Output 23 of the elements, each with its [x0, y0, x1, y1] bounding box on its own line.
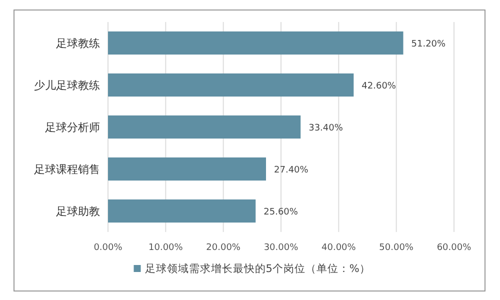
bar	[108, 157, 266, 181]
x-tick-label: 50.00%	[379, 243, 414, 253]
x-tick-label: 0.00%	[94, 243, 123, 253]
x-tick-label: 60.00%	[436, 243, 472, 253]
data-label: 51.20%	[411, 40, 446, 50]
bar	[108, 73, 354, 97]
x-tick-label: 20.00%	[206, 243, 241, 253]
y-tick-label: 少儿足球教练	[34, 79, 100, 92]
bar	[108, 115, 301, 139]
y-tick-label: 足球课程销售	[34, 163, 100, 176]
data-label: 33.40%	[308, 124, 344, 134]
bar	[108, 31, 404, 55]
data-label: 42.60%	[362, 82, 396, 92]
y-tick-label: 足球教练	[56, 37, 100, 50]
x-tick-label: 30.00%	[264, 243, 299, 253]
x-tick-label: 40.00%	[322, 243, 356, 253]
legend-label: 足球领域需求增长最快的5个岗位（单位：%）	[144, 262, 370, 275]
y-tick-label: 足球助教	[56, 205, 100, 218]
data-label: 27.40%	[274, 166, 309, 176]
x-tick-label: 10.00%	[148, 243, 184, 253]
data-label: 25.60%	[264, 208, 298, 218]
y-tick-label: 足球分析师	[45, 121, 100, 134]
bar	[108, 199, 256, 223]
